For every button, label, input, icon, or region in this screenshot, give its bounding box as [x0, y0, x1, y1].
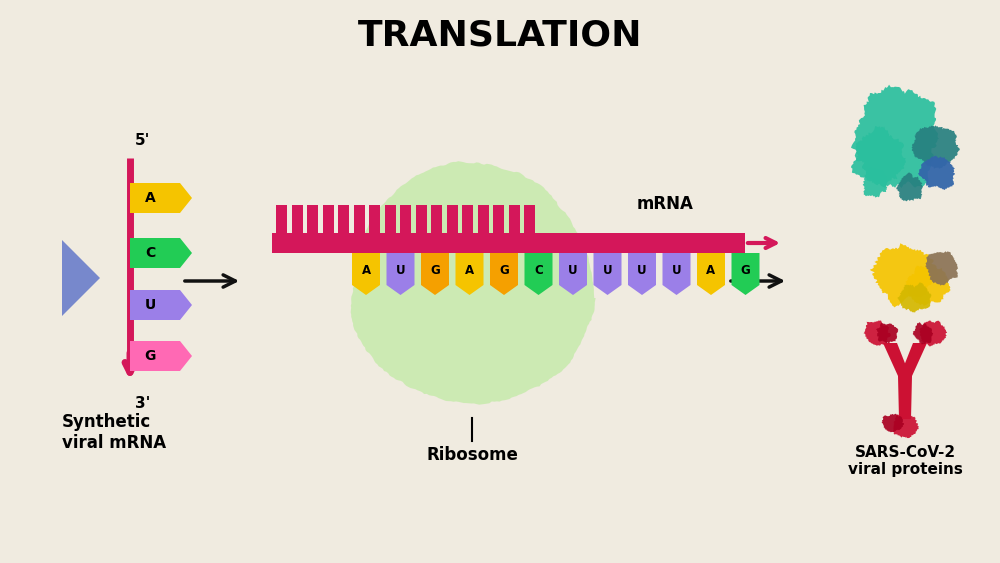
- Polygon shape: [130, 290, 192, 320]
- Polygon shape: [351, 161, 596, 405]
- Text: A: A: [361, 265, 371, 278]
- Text: 3': 3': [135, 396, 150, 411]
- Text: G: G: [430, 265, 440, 278]
- Text: A: A: [465, 265, 474, 278]
- Polygon shape: [456, 253, 484, 295]
- Polygon shape: [62, 240, 100, 316]
- Text: 5': 5': [135, 133, 150, 148]
- Polygon shape: [913, 322, 933, 345]
- Bar: [431, 205, 442, 233]
- Polygon shape: [421, 253, 449, 295]
- Bar: [338, 205, 349, 233]
- Polygon shape: [897, 282, 931, 312]
- Polygon shape: [662, 253, 690, 295]
- Text: SARS-CoV-2
viral proteins: SARS-CoV-2 viral proteins: [848, 445, 962, 477]
- Bar: [322, 205, 334, 233]
- Polygon shape: [896, 172, 923, 201]
- Text: U: U: [672, 265, 681, 278]
- Polygon shape: [130, 341, 192, 371]
- FancyBboxPatch shape: [272, 233, 745, 253]
- Text: C: C: [534, 265, 543, 278]
- Bar: [292, 205, 302, 233]
- Polygon shape: [851, 84, 939, 188]
- Text: U: U: [637, 265, 647, 278]
- Text: mRNA: mRNA: [637, 195, 693, 213]
- Bar: [462, 205, 473, 233]
- Polygon shape: [876, 323, 898, 343]
- Polygon shape: [732, 253, 760, 295]
- Bar: [369, 205, 380, 233]
- Polygon shape: [911, 126, 960, 169]
- Bar: [446, 205, 458, 233]
- Polygon shape: [900, 343, 927, 376]
- Bar: [307, 205, 318, 233]
- Polygon shape: [870, 243, 938, 307]
- Polygon shape: [559, 253, 587, 295]
- Bar: [384, 205, 396, 233]
- Polygon shape: [893, 414, 919, 438]
- Polygon shape: [898, 376, 912, 419]
- Polygon shape: [864, 320, 891, 346]
- Text: G: G: [144, 349, 156, 363]
- Polygon shape: [918, 155, 955, 190]
- Text: C: C: [145, 246, 155, 260]
- Bar: [478, 205, 489, 233]
- Polygon shape: [697, 253, 725, 295]
- Text: Synthetic
viral mRNA: Synthetic viral mRNA: [62, 413, 166, 452]
- Bar: [354, 205, 364, 233]
- Polygon shape: [883, 343, 910, 376]
- Polygon shape: [851, 126, 906, 188]
- Text: U: U: [396, 265, 405, 278]
- Bar: [493, 205, 504, 233]
- Polygon shape: [490, 253, 518, 295]
- Text: Ribosome: Ribosome: [426, 446, 518, 464]
- Text: U: U: [144, 298, 156, 312]
- Bar: [509, 205, 520, 233]
- Polygon shape: [863, 168, 887, 198]
- Bar: [416, 205, 427, 233]
- Text: U: U: [603, 265, 612, 278]
- Text: G: G: [741, 265, 750, 278]
- Polygon shape: [594, 253, 622, 295]
- Bar: [276, 205, 287, 233]
- Polygon shape: [925, 251, 958, 285]
- Polygon shape: [386, 253, 415, 295]
- Text: A: A: [706, 265, 716, 278]
- Polygon shape: [882, 414, 904, 432]
- Text: U: U: [568, 265, 578, 278]
- Polygon shape: [919, 320, 947, 347]
- Text: TRANSLATION: TRANSLATION: [358, 18, 642, 52]
- Bar: [400, 205, 411, 233]
- Text: G: G: [499, 265, 509, 278]
- Polygon shape: [524, 253, 552, 295]
- Polygon shape: [352, 253, 380, 295]
- Bar: [524, 205, 535, 233]
- Polygon shape: [628, 253, 656, 295]
- Polygon shape: [906, 264, 951, 306]
- Polygon shape: [130, 183, 192, 213]
- Text: A: A: [145, 191, 155, 205]
- Polygon shape: [130, 238, 192, 268]
